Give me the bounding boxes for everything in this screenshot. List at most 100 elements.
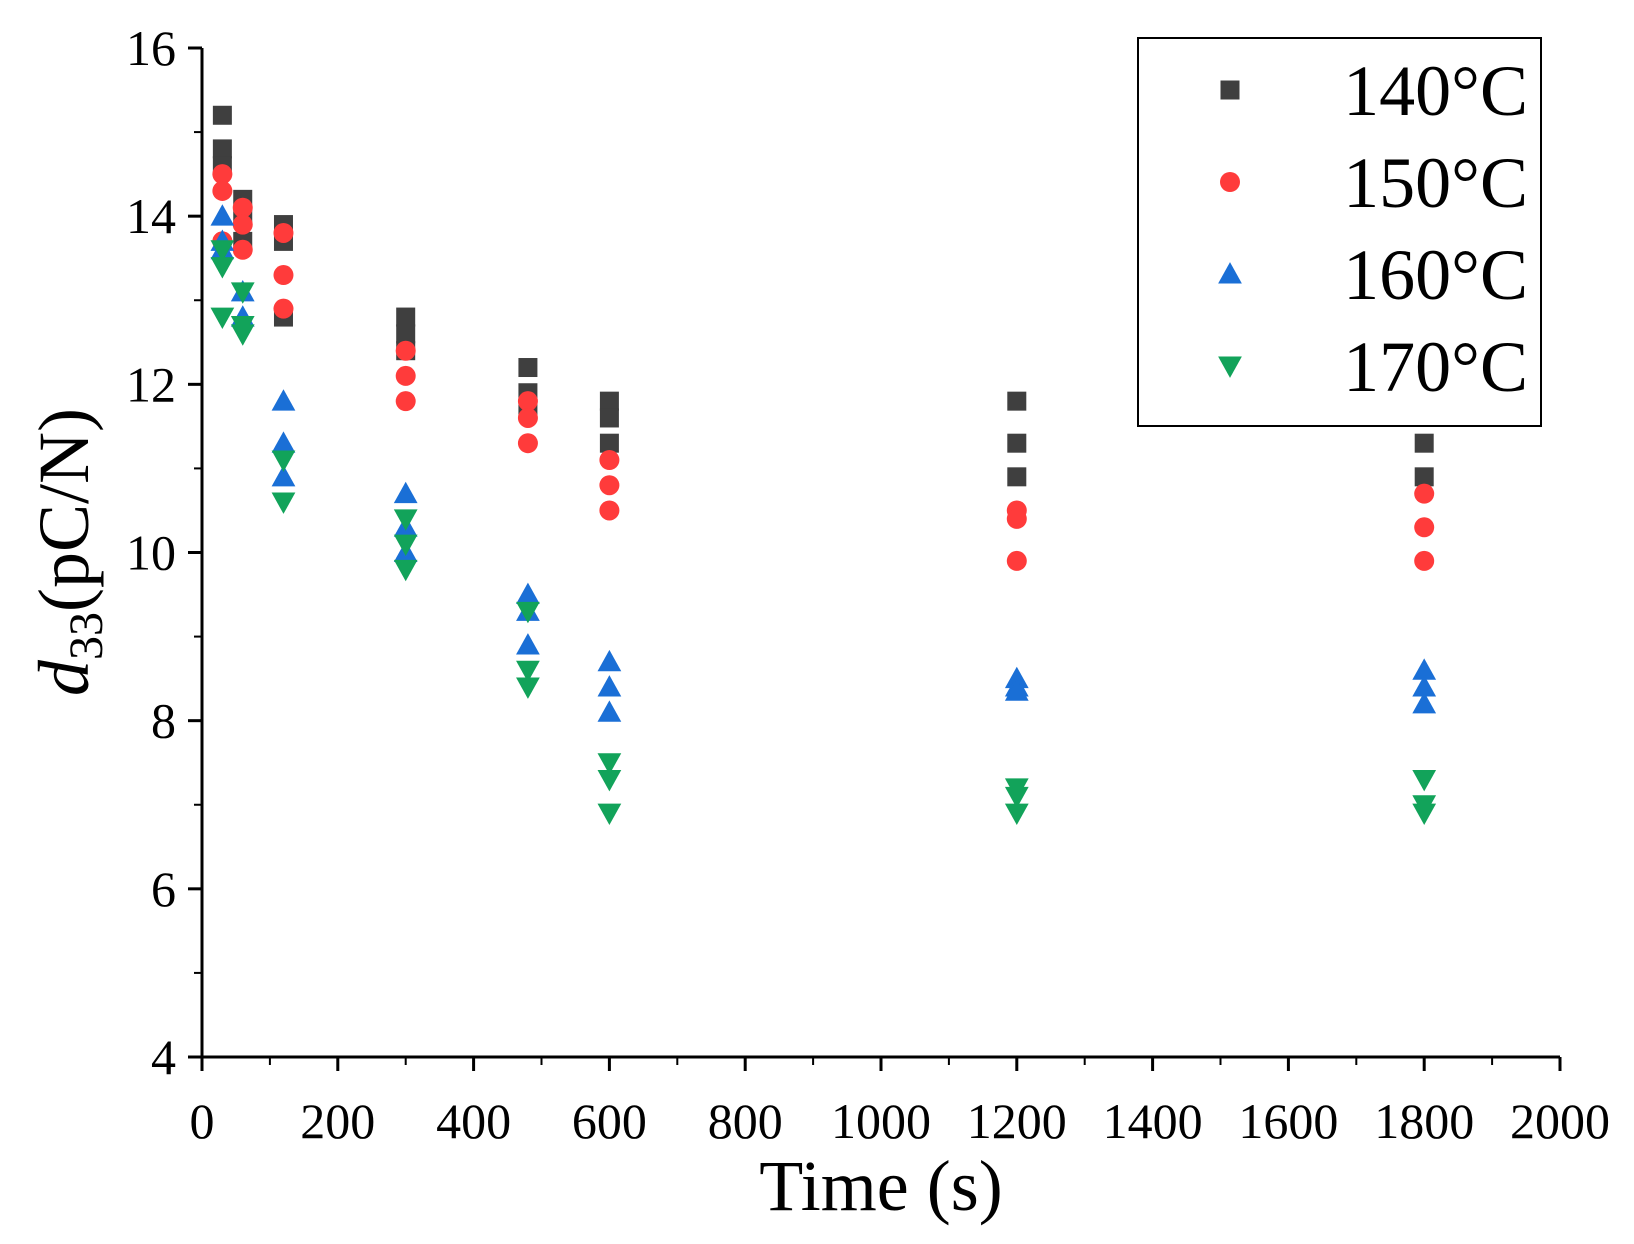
data-point-150C [599, 500, 620, 521]
data-point-170C [393, 559, 418, 582]
data-point-160C [271, 389, 296, 411]
data-point-170C [210, 257, 235, 279]
data-point-150C [517, 433, 538, 454]
data-point-170C [230, 324, 255, 346]
data-point-170C [1004, 786, 1029, 809]
data-point-140C [212, 105, 232, 125]
y-tick-label: 10 [126, 525, 176, 581]
data-point-150C [1414, 517, 1435, 538]
data-point-170C [271, 492, 296, 514]
data-point-150C [1414, 483, 1435, 504]
data-point-140C [599, 391, 619, 411]
data-point-160C [210, 204, 235, 226]
data-point-150C [517, 407, 538, 428]
data-point-140C [1414, 467, 1434, 487]
y-axis-title-symbol: d [24, 659, 104, 696]
data-point-160C [1004, 679, 1029, 701]
x-tick-label: 2000 [1510, 1093, 1610, 1149]
data-point-150C [517, 391, 538, 412]
y-axis-title: d33(pC/N) [24, 408, 113, 696]
data-point-170C [393, 534, 418, 556]
x-tick-label: 200 [300, 1093, 375, 1149]
y-tick-label: 12 [126, 356, 176, 412]
x-tick-label: 1400 [1103, 1093, 1203, 1149]
data-point-170C [1004, 803, 1029, 826]
data-point-170C [210, 240, 235, 262]
y-tick-label: 8 [151, 693, 176, 749]
data-point-160C [516, 633, 540, 655]
data-point-150C [1006, 508, 1027, 529]
legend-box [1137, 37, 1542, 427]
legend-marker-150C [1220, 172, 1240, 192]
data-point-140C [1007, 467, 1027, 487]
legend-marker-160C [1218, 262, 1242, 284]
data-point-160C [271, 464, 296, 487]
data-point-160C [271, 431, 296, 453]
legend-marker-170C [1218, 356, 1242, 378]
legend-label-140C: 140°C [1343, 51, 1528, 131]
x-tick-label: 400 [436, 1093, 511, 1149]
data-point-140C [1007, 433, 1027, 453]
data-point-140C [518, 358, 538, 378]
legend-label-150C: 150°C [1343, 143, 1528, 223]
data-point-160C [597, 675, 622, 697]
data-point-150C [212, 180, 233, 201]
data-point-150C [395, 365, 416, 386]
x-tick-label: 1200 [967, 1093, 1067, 1149]
x-tick-label: 800 [708, 1093, 783, 1149]
data-point-170C [597, 770, 622, 792]
data-point-170C [210, 307, 235, 329]
data-point-140C [599, 433, 619, 453]
data-point-170C [516, 677, 540, 699]
data-point-140C [1007, 391, 1027, 411]
y-axis-title-unit: (pC/N) [24, 408, 104, 612]
data-point-170C [597, 753, 622, 775]
data-point-140C [212, 139, 232, 159]
legend: 140°C 150°C 160°C 170°C [1137, 37, 1542, 427]
y-tick-label: 14 [126, 188, 176, 244]
data-point-160C [597, 700, 622, 722]
data-point-170C [1412, 803, 1437, 826]
data-point-150C [599, 475, 620, 496]
data-point-150C [212, 164, 233, 185]
y-tick-label: 4 [151, 1029, 176, 1085]
y-tick-label: 6 [151, 861, 176, 917]
data-point-150C [232, 239, 253, 260]
data-point-150C [273, 298, 294, 319]
legend-label-160C: 160°C [1343, 235, 1528, 315]
data-point-170C [597, 803, 622, 826]
data-point-170C [1412, 770, 1437, 792]
data-point-160C [1412, 691, 1437, 714]
data-point-170C [271, 450, 296, 472]
x-tick-label: 0 [190, 1093, 215, 1149]
data-point-150C [599, 450, 620, 471]
data-point-160C [393, 481, 418, 504]
data-point-140C [396, 324, 416, 344]
x-tick-label: 1000 [831, 1093, 931, 1149]
data-point-150C [232, 214, 253, 235]
data-point-160C [516, 582, 540, 605]
x-tick-label: 600 [572, 1093, 647, 1149]
data-point-150C [232, 197, 253, 218]
data-point-140C [1414, 433, 1434, 453]
data-point-140C [599, 408, 619, 428]
legend-label-170C: 170°C [1343, 327, 1528, 407]
x-tick-label: 1800 [1374, 1093, 1474, 1149]
data-point-150C [273, 222, 294, 243]
data-points [210, 105, 1437, 826]
data-point-150C [273, 265, 294, 286]
data-point-140C [396, 307, 416, 327]
data-point-150C [1414, 550, 1435, 571]
data-point-170C [516, 601, 540, 624]
data-point-170C [516, 660, 540, 683]
x-tick-label: 1600 [1238, 1093, 1338, 1149]
data-point-170C [230, 282, 255, 304]
data-point-160C [1412, 675, 1437, 697]
y-axis-title-subscript: 33 [60, 612, 113, 660]
data-point-150C [395, 340, 416, 361]
data-point-160C [597, 649, 622, 672]
x-axis-title: Time (s) [759, 1146, 1002, 1226]
legend-marker-140C [1220, 80, 1240, 100]
data-point-160C [1412, 658, 1437, 680]
